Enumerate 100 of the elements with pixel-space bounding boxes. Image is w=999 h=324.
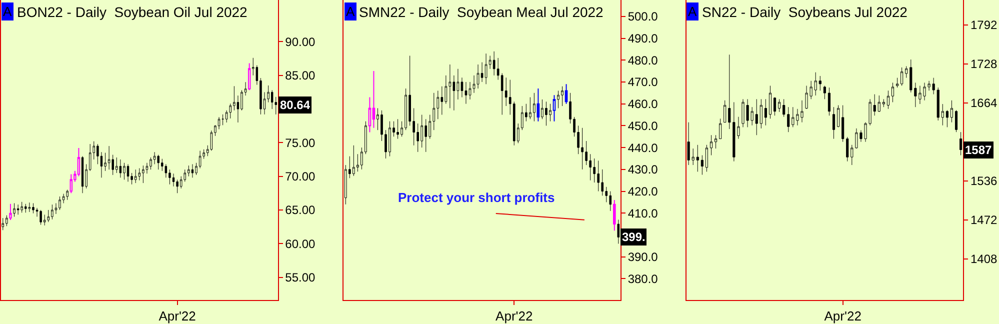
candlestick [536,88,540,122]
candlestick [13,202,16,217]
x-tick-label: Apr'22 [158,308,196,324]
candlestick [138,168,140,181]
candlestick [910,59,912,93]
y-tick-label: 420.0 [628,184,658,198]
y-tick-label: 470.0 [628,75,658,90]
candlestick [420,114,424,148]
y-tick-label: 1536 [970,174,998,188]
candlestick [755,98,758,136]
candlestick [191,164,194,178]
y-tick-label: 90.00 [285,34,316,49]
candlestick [533,92,536,122]
candlestick [719,118,722,140]
y-tick-label: 1472 [970,213,998,228]
candlestick [764,98,767,126]
candlestick [612,200,616,232]
candlestick [43,214,46,226]
candlestick [946,110,948,128]
annotation: A [688,4,697,19]
y-tick-label: 1408 [970,252,998,266]
annotation: 399. [622,230,646,244]
candlestick [891,82,894,102]
candlestick [773,97,776,116]
y-tick-label: 70.00 [285,170,316,184]
candlestick [40,210,42,226]
candlestick [424,118,428,152]
candlestick [126,164,130,182]
candlestick [609,191,612,212]
candlestick [782,98,786,118]
candlestick [768,85,772,119]
candlestick [352,145,355,176]
y-tick-label: 490.0 [628,31,658,46]
candlestick [20,202,23,213]
candlestick [823,85,826,100]
candlestick [492,51,496,76]
y-tick-label: 55.00 [285,270,316,284]
candlestick [24,204,27,213]
candlestick [81,156,84,194]
y-tick-label: 60.00 [285,236,316,251]
candlestick [157,154,160,170]
candlestick [372,70,376,128]
y-tick-label: 1792 [970,18,998,32]
y-tick-label: 1664 [970,96,998,110]
candlestick [905,66,908,78]
candlestick [468,82,472,100]
candlestick [388,121,391,157]
candlestick [396,118,399,140]
candlestick [448,64,452,108]
y-tick-label: 75.00 [285,136,316,150]
y-tick-label: 480.0 [628,53,658,68]
annotation: 80.64 [280,98,310,112]
candlestick [464,82,468,104]
y-tick-label: 380.0 [628,272,658,286]
candlestick [842,105,844,142]
candlestick [529,97,532,120]
candlestick [581,128,584,170]
x-tick-label: Apr'22 [496,308,533,324]
candlestick [58,196,61,210]
candlestick [476,64,480,89]
y-tick-label: 450.0 [628,118,658,133]
candlestick [134,169,137,184]
candlestick [552,94,556,122]
candlestick [564,84,568,104]
candlestick [222,114,224,126]
candlestick [51,204,54,220]
candlestick [778,98,781,112]
y-tick-label: 430.0 [628,162,658,177]
y-tick-label: 85.00 [285,68,316,83]
candlestick [837,105,840,128]
candlestick [936,87,940,121]
candlestick [123,162,126,180]
candlestick [941,104,944,126]
y-tick-label: 1728 [970,56,998,71]
candlestick [760,98,762,129]
candlestick [597,160,600,192]
candlestick [32,202,34,214]
candlestick [484,53,488,84]
candlestick [878,95,880,112]
y-tick-label: 440.0 [628,140,658,155]
candlestick [882,98,885,108]
candlestick [119,159,122,178]
candlestick [787,106,790,132]
candlestick [950,100,954,123]
chart-title: SN22 - Daily Soybeans Jul 2022 [702,4,908,20]
y-tick-label: 65.00 [285,203,316,218]
y-tick-label: 390.0 [628,250,658,264]
y-tick-label: 460.0 [628,97,658,112]
chart-title: BON22 - Daily Soybean Oil Jul 2022 [17,4,248,20]
candlestick [700,155,704,176]
candlestick [900,67,904,86]
candlestick [142,165,144,184]
candlestick [818,76,822,91]
candlestick [696,144,699,172]
x-tick-label: Apr'22 [824,308,862,324]
chart-title: SMN22 - Daily Soybean Meal Jul 2022 [359,4,604,20]
candlestick [832,106,836,140]
candlestick [828,87,831,116]
candlestick [896,78,899,88]
candlestick [28,202,31,212]
